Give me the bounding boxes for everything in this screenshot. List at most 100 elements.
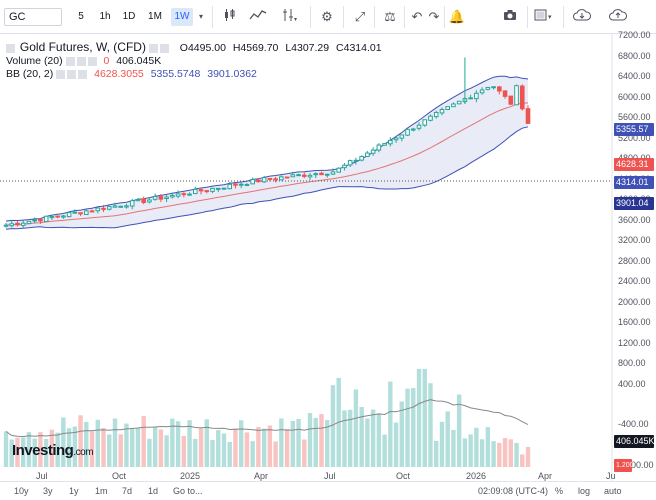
candle-body xyxy=(330,171,336,175)
price-axis-label: 3200.00 xyxy=(618,235,651,245)
price-axis-label: 2800.00 xyxy=(618,255,651,266)
time-label-2025: 2025 xyxy=(180,471,201,481)
candle-body xyxy=(382,143,387,146)
goto-button[interactable]: Go to... xyxy=(173,486,203,496)
volume-bar xyxy=(451,429,456,467)
candle-body xyxy=(290,174,296,178)
price-axis-label: 6400.00 xyxy=(618,71,651,81)
price-axis-label: 5200.00 xyxy=(618,132,651,143)
timeframe-5[interactable]: 5 xyxy=(78,11,84,22)
volume-bar xyxy=(445,411,450,467)
candle-body xyxy=(284,176,290,179)
volume-bar xyxy=(411,388,416,467)
legend-volume-settings-icon[interactable] xyxy=(76,56,86,66)
volume-bar xyxy=(267,425,273,467)
indicators-icon[interactable]: ▾ xyxy=(278,8,302,26)
price-axis-label: 400.00 xyxy=(618,378,646,389)
legend-settings-icon[interactable] xyxy=(159,43,169,53)
legend-bb-settings-icon[interactable] xyxy=(67,69,77,79)
legend-eye-icon[interactable] xyxy=(148,43,158,53)
range-3y[interactable]: 3y xyxy=(43,486,53,496)
range-10y[interactable]: 10y xyxy=(14,486,29,496)
volume-ma-line xyxy=(5,399,529,438)
legend-volume-eye-icon[interactable] xyxy=(65,56,75,66)
symbol-input[interactable]: GC xyxy=(4,8,62,26)
time-label-oct-25: Oct xyxy=(396,471,411,481)
candle-body xyxy=(497,86,502,92)
candle-body xyxy=(519,85,525,110)
timeframe-1w[interactable]: 1W xyxy=(171,8,193,26)
volume-tag: 406.045K xyxy=(614,435,655,448)
volume-bar xyxy=(370,409,376,467)
legend-collapse-icon[interactable] xyxy=(6,43,15,53)
alert-icon[interactable]: 🔔 xyxy=(448,9,466,24)
volume-bar xyxy=(170,418,175,467)
legend-bb-close-icon[interactable] xyxy=(78,69,88,79)
candle-body xyxy=(112,205,118,208)
theme-icon[interactable]: ▾ xyxy=(532,8,556,26)
legend-volume-close-icon[interactable] xyxy=(87,56,97,66)
redo-icon[interactable]: ↷ xyxy=(428,9,440,24)
price-chart[interactable] xyxy=(0,34,656,481)
timeframe-1m[interactable]: 1M xyxy=(148,11,162,22)
camera-icon[interactable] xyxy=(500,8,520,26)
candle-body xyxy=(273,178,278,181)
candles-icon[interactable] xyxy=(220,8,240,26)
volume-bar xyxy=(227,441,232,467)
price-axis-label: 5600.00 xyxy=(618,112,651,122)
candle-body xyxy=(221,187,227,190)
volume-bar xyxy=(353,389,359,467)
price-axis-label: 6000.00 xyxy=(618,91,651,102)
candle-body xyxy=(485,86,491,90)
undo-icon[interactable]: ↶ xyxy=(411,9,423,24)
candle-body xyxy=(267,177,273,180)
volume-bar xyxy=(502,438,508,467)
cloud-download-icon[interactable] xyxy=(570,8,594,26)
line-chart-icon[interactable] xyxy=(246,8,270,26)
time-label-oct-24: Oct xyxy=(112,471,127,481)
range-1y[interactable]: 1y xyxy=(69,486,79,496)
candle-body xyxy=(439,109,445,114)
investing-logo: Investing.com xyxy=(12,442,94,459)
volume-bars xyxy=(3,369,531,467)
candle-body xyxy=(525,108,531,124)
volume-bar xyxy=(107,434,112,467)
volume-bar xyxy=(129,429,135,467)
candle-body xyxy=(365,152,370,157)
volume-bar xyxy=(439,421,445,467)
settings-icon[interactable]: ⚙ xyxy=(321,9,333,24)
auto-toggle[interactable]: auto xyxy=(604,486,622,496)
last-price-tag: 4314.01 xyxy=(614,176,654,189)
volume-bar xyxy=(256,427,261,467)
percent-toggle[interactable]: % xyxy=(555,486,564,496)
candle-body xyxy=(84,210,89,215)
candle-body xyxy=(106,206,112,210)
candle-body xyxy=(491,86,496,89)
zoom-icon[interactable]: ⤢ xyxy=(354,9,366,24)
candle-body xyxy=(422,119,428,126)
candle-body xyxy=(376,144,382,151)
candle-body xyxy=(135,199,141,202)
candle-body xyxy=(347,160,353,166)
log-toggle[interactable]: log xyxy=(578,486,591,496)
range-1d[interactable]: 1d xyxy=(148,486,159,496)
range-1m[interactable]: 1m xyxy=(95,486,108,496)
volume-bar xyxy=(175,421,181,467)
cloud-upload-icon[interactable] xyxy=(606,8,630,26)
balance-icon[interactable]: ⚖ xyxy=(384,9,396,24)
candle-body xyxy=(433,111,439,118)
legend-bb-eye-icon[interactable] xyxy=(56,69,66,79)
volume-bar xyxy=(468,434,473,467)
candle-body xyxy=(55,215,60,218)
candle-body xyxy=(279,176,284,181)
volume-bar xyxy=(233,428,238,467)
candle-body xyxy=(416,124,422,129)
volume-bar xyxy=(514,442,519,467)
range-7d[interactable]: 7d xyxy=(122,486,133,496)
timeframe-1h[interactable]: 1h xyxy=(99,11,111,22)
chevron-down-icon[interactable]: ▾ xyxy=(198,12,203,21)
candle-body xyxy=(95,207,101,212)
candle-body xyxy=(129,200,135,207)
timeframe-1d[interactable]: 1D xyxy=(122,11,136,22)
candle-body xyxy=(456,100,462,105)
